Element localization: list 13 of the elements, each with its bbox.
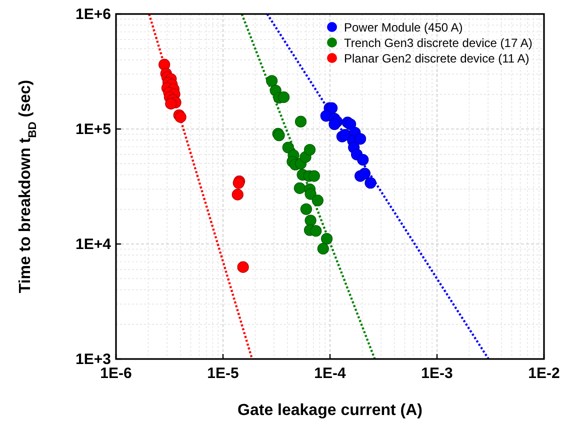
x-tick-label: 1E-3 — [421, 365, 453, 382]
y-tick-label: 1E+5 — [76, 121, 111, 138]
x-axis-title: Gate leakage current (A) — [238, 402, 422, 419]
legend-label: Planar Gen2 discrete device (11 A) — [344, 52, 530, 66]
y-tick-label: 1E+4 — [76, 236, 112, 253]
y-tick-label: 1E+3 — [76, 351, 111, 368]
x-tick-label: 1E-6 — [100, 365, 132, 382]
x-tick-label: 1E-4 — [314, 365, 346, 382]
legend-label: Trench Gen3 discrete device (17 A) — [344, 36, 532, 50]
x-tick-label: 1E-2 — [528, 365, 560, 382]
y-tick-label: 1E+6 — [76, 6, 111, 23]
legend-label: Power Module (450 A) — [344, 20, 463, 34]
x-tick-label: 1E-5 — [207, 365, 239, 382]
